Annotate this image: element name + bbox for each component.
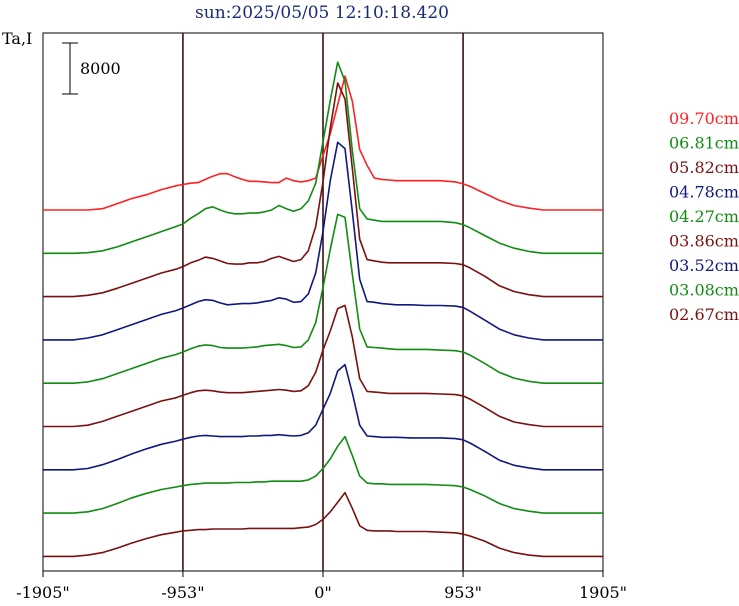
intensity-scale-bar: 8000 — [62, 42, 121, 95]
series-line-03.86cm — [43, 304, 603, 428]
series-line-04.78cm — [43, 141, 603, 341]
legend-entry-09.70cm: 09.70cm — [669, 109, 739, 128]
legend-entry-05.82cm: 05.82cm — [669, 158, 739, 177]
scale-bar-label: 8000 — [80, 59, 121, 78]
series-lines — [43, 61, 603, 558]
series-line-03.08cm — [43, 435, 603, 514]
series-line-03.52cm — [43, 363, 603, 471]
series-line-04.27cm — [43, 213, 603, 385]
legend-entry-06.81cm: 06.81cm — [669, 134, 739, 153]
legend-entry-03.52cm: 03.52cm — [669, 256, 739, 275]
series-line-02.67cm — [43, 491, 603, 558]
x-axis-ticks: -1905" -953" 0" 953" 1905" — [16, 571, 627, 602]
x-tick-label-2: 0" — [314, 583, 332, 602]
legend-entry-03.86cm: 03.86cm — [669, 232, 739, 251]
series-line-09.70cm — [43, 75, 603, 211]
legend: 09.70cm 06.81cm 05.82cm 04.78cm 04.27cm 03.86… — [669, 109, 739, 324]
x-tick-label-3: 953" — [444, 583, 482, 602]
x-tick-label-1: -953" — [161, 583, 204, 602]
series-line-06.81cm — [43, 61, 603, 255]
legend-entry-02.67cm: 02.67cm — [669, 305, 739, 324]
series-line-05.82cm — [43, 82, 603, 298]
reference-lines — [182, 33, 464, 571]
legend-entry-04.78cm: 04.78cm — [669, 183, 739, 202]
legend-entry-03.08cm: 03.08cm — [669, 281, 739, 300]
legend-entry-04.27cm: 04.27cm — [669, 207, 739, 226]
x-tick-label-4: 1905" — [579, 583, 627, 602]
x-tick-label-0: -1905" — [16, 583, 69, 602]
chart-title: sun:2025/05/05 12:10:18.420 — [195, 3, 449, 23]
y-axis-label: Ta,I — [2, 29, 32, 48]
